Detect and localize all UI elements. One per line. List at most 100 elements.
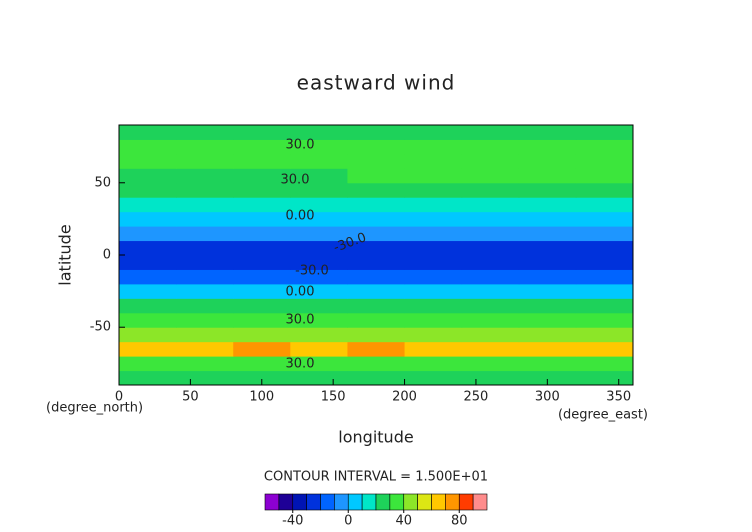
contour-cell (119, 211, 177, 227)
contour-cell (461, 298, 520, 314)
colorbar-box (306, 493, 321, 511)
contour-cell (176, 240, 234, 256)
contour-label: 30.0 (286, 313, 315, 328)
contour-cell (404, 298, 463, 314)
contour-cell (461, 226, 520, 242)
contour-cell (290, 168, 348, 184)
contour-cell (119, 298, 177, 314)
contour-cell (461, 283, 520, 299)
contour-label: 0.00 (286, 285, 315, 300)
contour-cell (119, 312, 177, 328)
contour-cell (461, 370, 520, 386)
contour-cell (575, 168, 634, 184)
contour-cell (290, 182, 348, 198)
contour-cell (176, 168, 234, 184)
contour-cell (518, 139, 577, 155)
contour-cell (575, 211, 634, 227)
contour-cell (347, 153, 406, 169)
contour-cell (290, 226, 348, 242)
contour-cell (233, 370, 291, 386)
contour-cell (575, 226, 634, 242)
contour-cell (347, 240, 406, 256)
contour-cell (233, 283, 291, 299)
contour-label: 0.00 (286, 209, 315, 224)
contour-cell (233, 153, 291, 169)
contour-cell (518, 312, 577, 328)
contour-cell (461, 182, 520, 198)
contour-cell (518, 153, 577, 169)
x-axis-label: longitude (338, 428, 413, 447)
contour-cell (347, 182, 406, 198)
contour-label: 30.0 (286, 357, 315, 372)
contour-cell (233, 298, 291, 314)
contour-cell (461, 240, 520, 256)
x-tick-label: 150 (321, 390, 346, 405)
colorbar-box (264, 493, 280, 511)
contour-cell (176, 211, 234, 227)
colorbar-tick-label: 0 (344, 514, 352, 529)
contour-label: 30.0 (286, 138, 315, 153)
contour-cell (176, 283, 234, 299)
contour-cell (233, 197, 291, 213)
y-tick-label: -50 (90, 320, 111, 335)
contour-cell (290, 211, 348, 227)
contour-cell (518, 211, 577, 227)
contour-cell (347, 356, 406, 372)
colorbar-box (361, 493, 377, 511)
contour-cell (176, 197, 234, 213)
contour-cell (518, 255, 577, 270)
contour-cell (119, 226, 177, 242)
contour-cell (404, 153, 463, 169)
contour-cell (347, 312, 406, 328)
contour-cell (518, 370, 577, 386)
contour-cell (518, 283, 577, 299)
contour-cell (233, 211, 291, 227)
contour-cell (575, 298, 634, 314)
contour-cell (119, 168, 177, 184)
contour-cell (461, 356, 520, 372)
colorbar-box (278, 493, 294, 511)
contour-cell (461, 269, 520, 285)
contour-cell (347, 341, 406, 357)
contour-cell (518, 168, 577, 184)
colorbar-box (431, 493, 446, 511)
contour-cell (518, 269, 577, 285)
contour-cell (233, 125, 291, 140)
colorbar-box (417, 493, 432, 511)
contour-cell (233, 312, 291, 328)
contour-cell (518, 182, 577, 198)
contour-cell (461, 327, 520, 343)
colorbar-box (458, 493, 474, 511)
x-tick-label: 0 (115, 390, 123, 405)
contour-cell (119, 139, 177, 155)
colorbar-box (403, 493, 418, 511)
contour-cell (575, 139, 634, 155)
chart-title: eastward wind (297, 71, 456, 95)
contour-cell (119, 240, 177, 256)
contour-cell (404, 197, 463, 213)
contour-cell (347, 298, 406, 314)
x-unit: (degree_east) (558, 408, 648, 423)
colorbar-box (347, 493, 363, 511)
contour-label: 30.0 (281, 173, 310, 188)
contour-cell (461, 125, 520, 140)
contour-cell (404, 269, 463, 285)
colorbar-box (389, 493, 405, 511)
contour-cell (347, 226, 406, 242)
contour-cell (347, 168, 406, 184)
contour-cell (119, 356, 177, 372)
contour-label: -30.0 (295, 264, 329, 279)
contour-cell (233, 226, 291, 242)
contour-cell (404, 125, 463, 140)
contour-cell (575, 182, 634, 198)
contour-cell (404, 312, 463, 328)
contour-cell (575, 197, 634, 213)
contour-cell (404, 255, 463, 270)
contour-cell (404, 211, 463, 227)
contour-cell (119, 283, 177, 299)
contour-cell (461, 197, 520, 213)
contour-cell (575, 240, 634, 256)
contour-cell (404, 139, 463, 155)
contour-note: CONTOUR INTERVAL = 1.500E+01 (264, 470, 488, 485)
